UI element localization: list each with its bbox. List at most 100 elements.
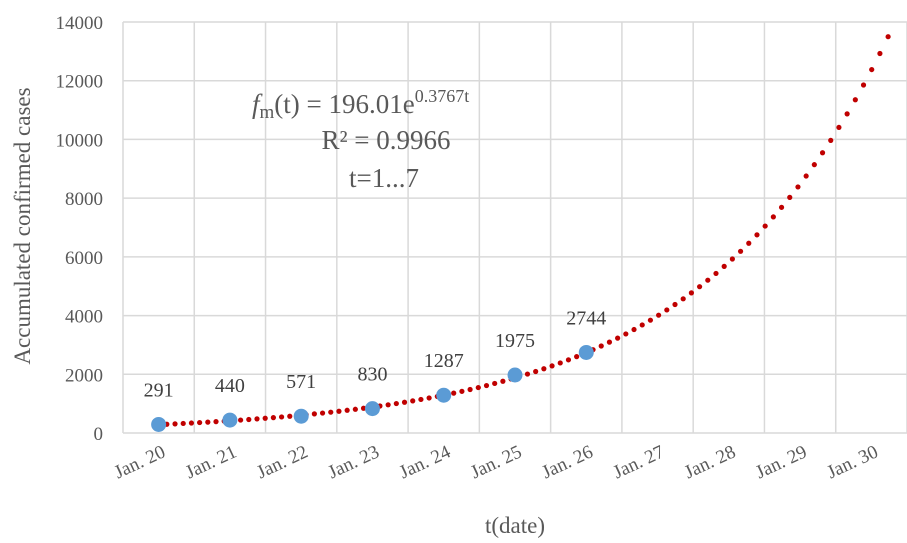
trendline-dot [385, 402, 391, 408]
trendline-dot [557, 360, 563, 366]
eq-exponent: 0.3767t [415, 86, 470, 106]
trendline-dot [270, 415, 276, 421]
trendline-dot [451, 390, 457, 396]
trendline-dot [877, 50, 883, 57]
trendline-dot [205, 419, 211, 425]
y-tick-label: 2000 [65, 365, 103, 386]
y-tick-label: 8000 [65, 189, 103, 210]
trendline-dot [197, 419, 203, 426]
trendline-dot [680, 296, 686, 302]
trendline-dot [328, 409, 334, 415]
x-tick-label: Jan. 22 [254, 441, 312, 483]
y-tick-label: 6000 [65, 248, 103, 269]
x-tick-label: Jan. 20 [111, 441, 169, 483]
data-label: 830 [357, 364, 387, 386]
trendline [156, 34, 891, 428]
trendline-dot [492, 380, 498, 387]
trendline-dot [803, 173, 809, 179]
data-label: 571 [286, 371, 316, 393]
x-axis-title: t(date) [485, 513, 545, 538]
trendline-dot [623, 331, 629, 337]
trendline-dot [524, 371, 531, 377]
trendline-dot [541, 366, 547, 372]
y-tick-label: 12000 [56, 72, 104, 93]
trendline-dot [483, 382, 490, 389]
x-axis-ticks: Jan. 20 Jan. 21 Jan. 22 Jan. 23 Jan. 24 Jan. … [111, 441, 881, 483]
trendline-dot [852, 97, 858, 103]
data-label: 440 [215, 375, 245, 397]
x-tick-label: Jan. 29 [753, 441, 811, 483]
x-tick-label: Jan. 24 [396, 441, 454, 483]
trendline-dot [860, 82, 867, 88]
trendline-dot [836, 124, 842, 131]
trendline-dot [410, 398, 416, 404]
trendline-dot [549, 363, 555, 369]
data-point [436, 387, 452, 403]
trendline-dot [672, 301, 678, 308]
trendline-dot [869, 66, 875, 73]
trendline-dot [615, 335, 621, 341]
trendline-dot [254, 416, 260, 422]
trendline-dot [278, 414, 285, 420]
trendline-dot [180, 420, 186, 427]
trendline-equation: fm(t) = 196.01e0.3767t R² = 0.9966 t=1..… [252, 86, 469, 193]
x-tick-label: Jan. 26 [539, 441, 597, 483]
data-point [293, 408, 309, 424]
y-axis-ticks: 0 2000 4000 6000 8000 10000 12000 14000 [56, 13, 104, 445]
eq-sub: m [260, 102, 275, 123]
trendline-dot [311, 411, 317, 417]
trendline-dot [664, 307, 670, 313]
trendline-dot [770, 214, 776, 220]
trendline-dot [828, 137, 834, 143]
trendline-dot [360, 405, 367, 411]
trendline-dot [696, 284, 703, 290]
data-point [222, 412, 238, 428]
eq-f: f [252, 89, 263, 119]
trendline-dot [246, 416, 252, 423]
trendline-dot [344, 407, 350, 413]
data-label: 2744 [566, 307, 606, 329]
trendline-dot [319, 410, 326, 416]
trendline-dot [811, 162, 817, 168]
x-tick-label: Jan. 25 [467, 441, 525, 483]
data-labels: 291 440 571 830 1287 1975 2744 [144, 307, 607, 401]
trendline-dot [606, 339, 613, 345]
y-tick-label: 0 [94, 424, 104, 445]
trendline-dot [729, 256, 735, 262]
trendline-dot [565, 357, 572, 363]
trendline-dot [467, 386, 473, 393]
svg-text:fm(t) = 196.01e0.3767t: fm(t) = 196.01e0.3767t [252, 86, 469, 123]
trendline-dot [746, 240, 752, 246]
x-tick-label: Jan. 28 [681, 441, 739, 483]
data-label: 1287 [424, 350, 464, 372]
trendline-dot [705, 277, 711, 283]
y-tick-label: 4000 [65, 307, 103, 328]
trendline-dot [598, 343, 604, 349]
x-tick-label: Jan. 23 [325, 441, 383, 483]
trendline-dot [737, 248, 744, 254]
x-tick-label: Jan. 21 [182, 441, 240, 483]
x-tick-label: Jan. 27 [610, 441, 668, 483]
data-label: 1975 [495, 330, 535, 352]
x-tick-label: Jan. 30 [824, 441, 882, 483]
data-point [507, 367, 523, 383]
trendline-dot [475, 384, 481, 391]
trendline-dot [459, 388, 465, 394]
trendline-dot [688, 290, 695, 296]
trendline-dot [631, 326, 637, 333]
data-points [151, 344, 594, 432]
trendline-dot [426, 395, 432, 401]
data-point [364, 401, 380, 417]
trendline-dot [287, 413, 293, 419]
eq-range: t=1...7 [349, 163, 419, 193]
trendline-dot [213, 419, 219, 425]
trendline-dot [647, 317, 654, 323]
y-tick-label: 14000 [56, 13, 104, 34]
trendline-dot [262, 415, 268, 421]
eq-lhs: (t) = 196.01e [274, 89, 414, 119]
trendline-dot [754, 232, 760, 238]
y-axis-title: Accumulated confirmed cases [10, 87, 35, 364]
trendline-dot [819, 150, 826, 156]
trendline-dot [885, 34, 891, 40]
